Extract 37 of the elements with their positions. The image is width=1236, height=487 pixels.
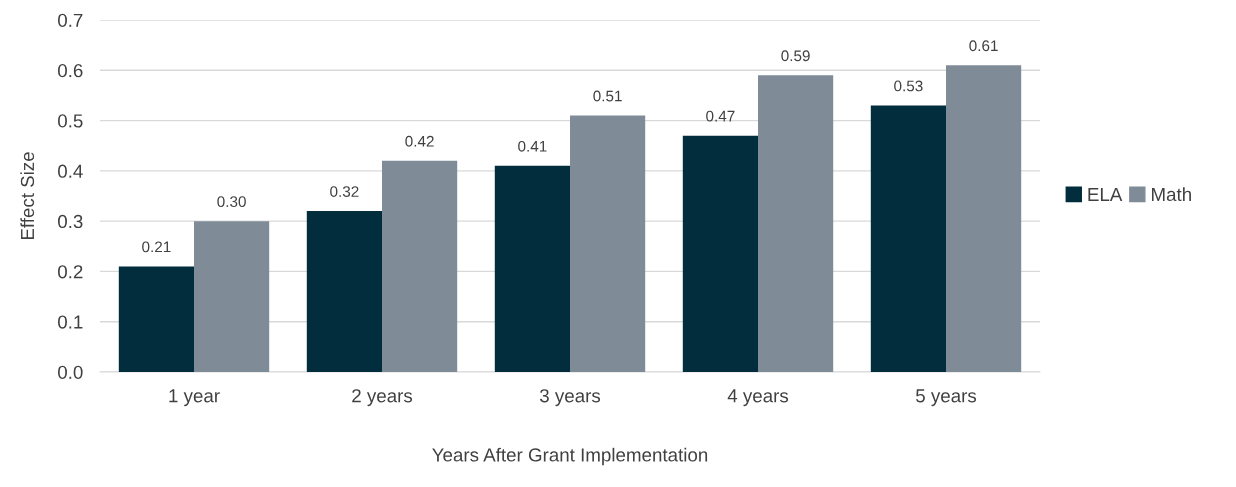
y-tick-label: 0.3 [58,214,83,229]
x-tick-label: 5 years [916,389,977,407]
data-label: 0.59 [781,50,810,62]
x-tick-label: 1 year [169,389,220,407]
legend-label: ELA [1088,188,1123,201]
bar [382,160,458,372]
data-label: 0.42 [405,135,434,147]
x-axis-title: Years After Grant Implementation [432,447,708,466]
bar [194,221,270,372]
legend-label: Math [1152,187,1191,202]
data-label: 0.53 [894,80,923,92]
data-label: 0.30 [217,196,246,208]
y-tick-label: 0.2 [58,265,83,279]
data-label: 0.47 [706,110,735,122]
data-label: 0.41 [518,140,547,152]
data-label: 0.21 [142,241,171,253]
data-label: 0.51 [593,90,622,102]
y-axis-title: Effect Size [20,152,35,240]
x-tick-label: 4 years [727,389,789,407]
data-label: 0.61 [969,40,998,52]
y-tick-label: 0.5 [58,114,83,128]
y-tick-label: 0.1 [58,315,83,329]
bar [682,135,758,372]
data-label: 0.32 [330,186,359,197]
bar [306,211,382,372]
bar [494,165,570,372]
y-tick-label: 0.7 [58,13,83,27]
bar [946,65,1022,372]
bar [118,266,194,372]
x-tick-label: 2 years [352,389,413,407]
bar [870,105,946,372]
bar [570,115,646,372]
bar [758,75,834,372]
x-tick-label: 3 years [539,389,601,407]
y-tick-label: 0.6 [58,63,83,78]
y-tick-label: 0.4 [58,164,83,178]
y-tick-label: 0.0 [58,365,83,379]
